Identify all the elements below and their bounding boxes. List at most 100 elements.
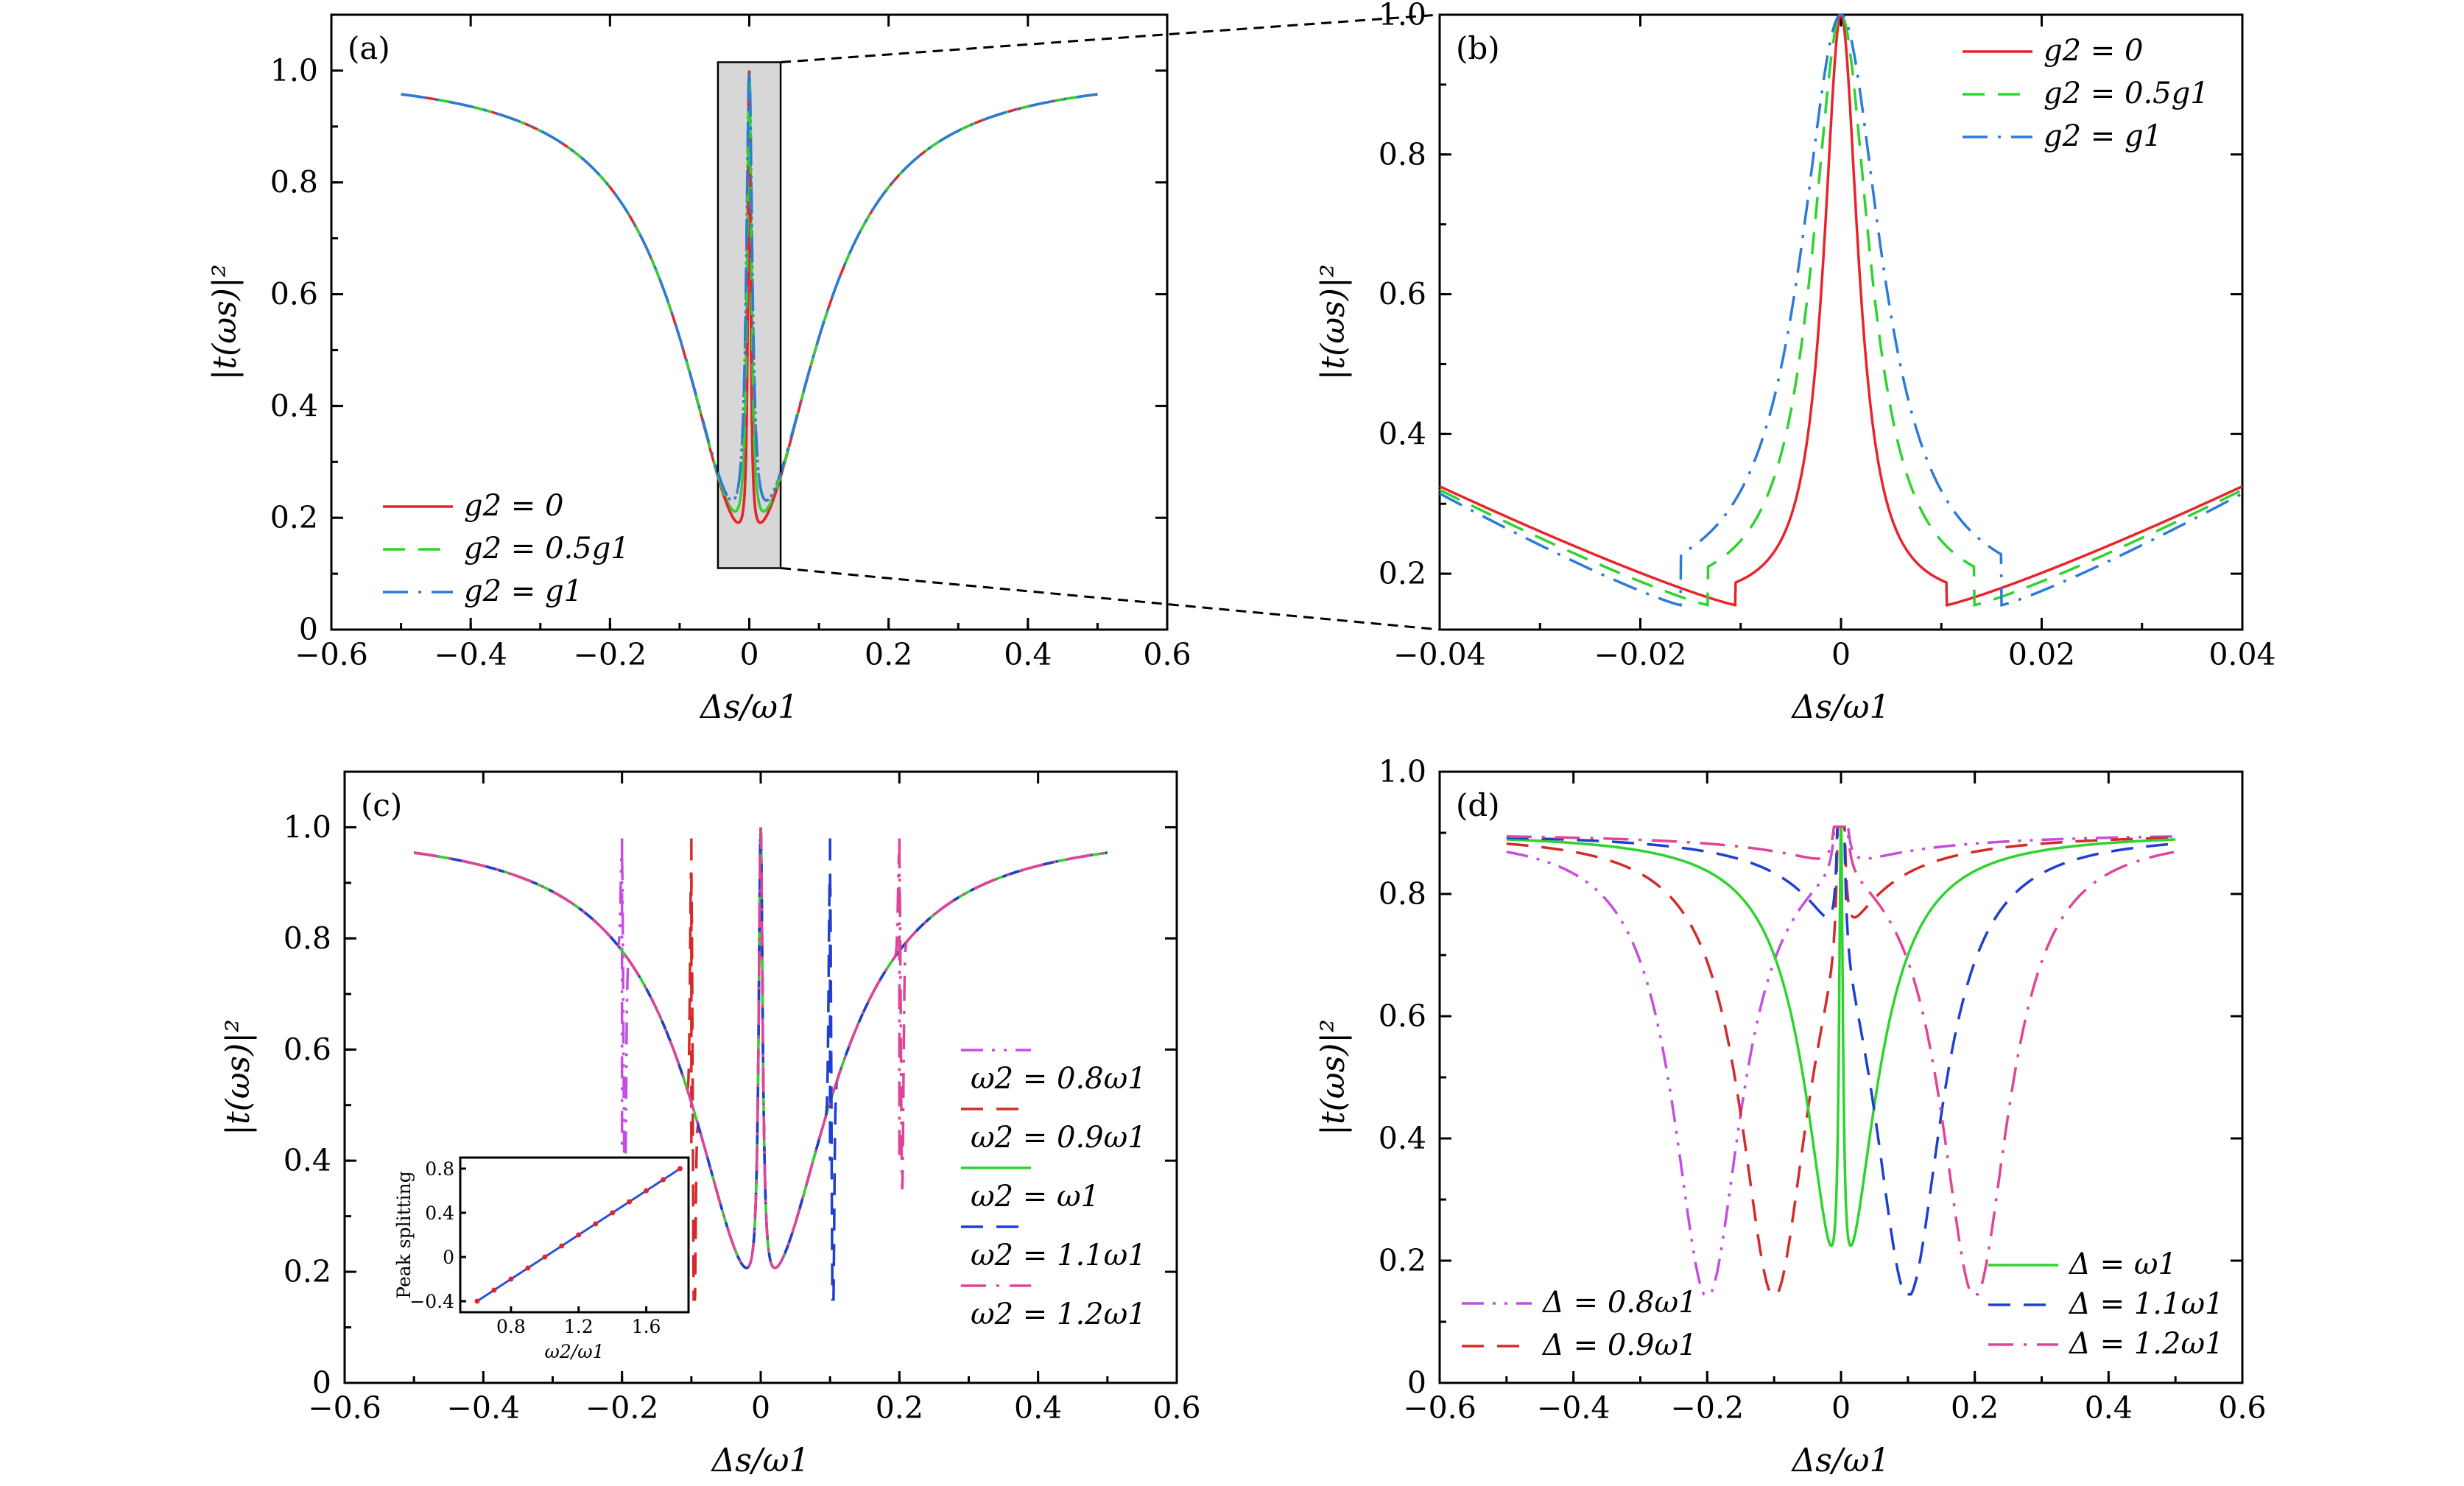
inset-y-title: Peak splitting <box>393 1171 415 1299</box>
inset-point <box>491 1287 497 1293</box>
x-tick-label: −0.6 <box>295 637 368 672</box>
series-line-zoom-1 <box>717 70 782 513</box>
inset-point <box>525 1265 531 1271</box>
inset-x-tick-label: 0.8 <box>496 1316 526 1337</box>
x-tick-label: −0.02 <box>1594 637 1687 672</box>
series-line-1 <box>1439 13 2243 608</box>
panel-a: −0.6 −0.4 −0.2 0 0.2 0.4 0.6 0 0.2 0.4 0.6 0.8 1.0 Δs… <box>206 13 1191 726</box>
inset-x-tick-label: 1.6 <box>632 1316 661 1337</box>
x-tick-label: 0.6 <box>1143 637 1191 672</box>
y-tick-label: 0 <box>299 612 318 647</box>
x-tick-label: 0 <box>1831 1390 1851 1426</box>
panel-d: −0.6 −0.4 −0.2 0 0.2 0.4 0.6 0 0.2 0.4 0.6 0.8 1.0 Δs… <box>1314 754 2267 1479</box>
y-tick-label: 0.2 <box>284 1254 331 1289</box>
x-tick-label: 0 <box>739 637 758 672</box>
y-tick-label: 0.8 <box>1379 876 1426 912</box>
y-tick-label: 0.2 <box>270 500 318 535</box>
series-line-2 <box>401 70 1098 502</box>
y-tick-label: 0.6 <box>284 1032 331 1067</box>
inset-y-tick-label: −0.4 <box>409 1291 454 1312</box>
legend-c-3-label: ω2 = 1.1ω1 <box>971 1239 1147 1272</box>
inset-x-tick-label: 1.2 <box>564 1316 594 1337</box>
legend-c-4-label: ω2 = 1.2ω1 <box>971 1297 1147 1331</box>
legend-d-3-label: Δ = 1.1ω1 <box>2068 1287 2224 1321</box>
series-line-2 <box>1439 13 2243 607</box>
x-axis-title: Δs/ω1 <box>1790 689 1890 726</box>
inset: 0.8 1.2 1.6 −0.4 0 0.4 0.8 ω2/ω1 Peak splitting <box>393 1156 690 1362</box>
y-tick-label: 0.6 <box>270 277 318 312</box>
legend-a-1-label: g2 = 0.5g1 <box>464 532 630 566</box>
panel-label: (d) <box>1456 787 1500 823</box>
y-tick-label: 0.8 <box>284 920 331 956</box>
legend-b-1-label: g2 = 0.5g1 <box>2044 77 2209 110</box>
inset-point <box>661 1177 666 1183</box>
inset-y-tick-label: 0.8 <box>425 1158 454 1180</box>
legend-d-1-label: Δ = 0.9ω1 <box>1541 1328 1697 1362</box>
inset-point <box>610 1210 616 1216</box>
inset-y-tick-label: 0.4 <box>425 1202 454 1224</box>
y-tick-label: 0.4 <box>270 388 318 423</box>
x-tick-label: −0.2 <box>585 1390 659 1426</box>
y-tick-label: 0.4 <box>1379 1121 1426 1156</box>
inset-point <box>627 1199 633 1205</box>
y-tick-label: 0.2 <box>1379 1243 1426 1278</box>
inset-point <box>559 1243 565 1249</box>
inset-point <box>542 1254 548 1260</box>
legend-c-1-label: ω2 = 0.9ω1 <box>971 1121 1147 1155</box>
inset-point <box>677 1166 683 1172</box>
y-tick-label: 0.2 <box>1379 556 1426 591</box>
x-tick-label: 0 <box>751 1390 770 1426</box>
x-tick-label: 0.4 <box>2085 1390 2133 1426</box>
legend-b-2-label: g2 = g1 <box>2044 119 2162 153</box>
inset-point <box>508 1276 514 1282</box>
x-tick-label: 0.2 <box>865 637 912 672</box>
x-tick-label: 0 <box>1831 637 1851 672</box>
zoom-connector-top <box>780 13 1440 64</box>
panel-b: −0.04 −0.02 0 0.02 0.04 0.2 0.4 0.6 0.8 1.0 Δs/ω1 |… <box>1314 0 2276 726</box>
legend-d-0-label: Δ = 0.8ω1 <box>1541 1286 1697 1320</box>
x-tick-label: −0.6 <box>1403 1390 1476 1426</box>
legend-c-0-label: ω2 = 0.8ω1 <box>971 1062 1147 1096</box>
x-axis-title: Δs/ω1 <box>710 1442 809 1479</box>
x-tick-label: 0.4 <box>1004 637 1052 672</box>
y-tick-label: 0 <box>312 1365 331 1401</box>
panel-label: (c) <box>361 787 402 823</box>
inset-point <box>593 1221 599 1227</box>
y-tick-label: 0.4 <box>284 1143 331 1178</box>
x-axis-title: Δs/ω1 <box>699 689 798 726</box>
y-tick-label: 1.0 <box>1379 754 1426 789</box>
y-tick-label: 0.6 <box>1379 277 1426 312</box>
panel-c: −0.6 −0.4 −0.2 0 0.2 0.4 0.6 0 0.2 0.4 0.6 0.8 1.0 Δs… <box>219 770 1201 1479</box>
x-tick-label: 0.2 <box>1951 1390 1999 1426</box>
x-tick-label: 0.04 <box>2208 637 2275 672</box>
legend-d-4-label: Δ = 1.2ω1 <box>2068 1327 2224 1361</box>
inset-y-tick-label: 0 <box>443 1247 454 1268</box>
panel-label: (a) <box>348 30 390 66</box>
y-tick-label: 0.8 <box>270 165 318 200</box>
y-tick-label: 0 <box>1407 1365 1426 1401</box>
inset-point <box>644 1188 650 1194</box>
x-tick-label: 0.02 <box>2008 637 2075 672</box>
y-tick-label: 0.6 <box>1379 999 1426 1034</box>
legend-d-2-label: Δ = ω1 <box>2068 1247 2177 1281</box>
x-tick-label: −0.2 <box>574 637 647 672</box>
x-axis-title: Δs/ω1 <box>1790 1442 1890 1479</box>
x-tick-label: 0.2 <box>876 1390 923 1426</box>
x-tick-label: −0.4 <box>447 1390 521 1426</box>
legend-c-2-label: ω2 = ω1 <box>971 1180 1099 1214</box>
y-tick-label: 1.0 <box>270 53 318 88</box>
inset-point <box>474 1298 480 1304</box>
series-line-zoom-0 <box>717 70 782 524</box>
x-tick-label: −0.4 <box>1537 1390 1611 1426</box>
legend-b-0-label: g2 = 0 <box>2044 34 2143 68</box>
x-tick-label: −0.2 <box>1671 1390 1745 1426</box>
inset-x-title: ω2/ω1 <box>544 1341 604 1362</box>
y-axis-title: |t(ωs)|² <box>206 264 244 381</box>
legend-a-2-label: g2 = g1 <box>464 574 582 608</box>
panel-label: (b) <box>1456 30 1500 66</box>
y-axis-title: |t(ωs)|² <box>1314 1019 1352 1135</box>
series-line-4 <box>1506 825 2176 1296</box>
x-tick-label: −0.6 <box>308 1390 381 1426</box>
x-tick-label: 0.6 <box>1152 1390 1200 1426</box>
x-tick-label: −0.04 <box>1393 637 1486 672</box>
